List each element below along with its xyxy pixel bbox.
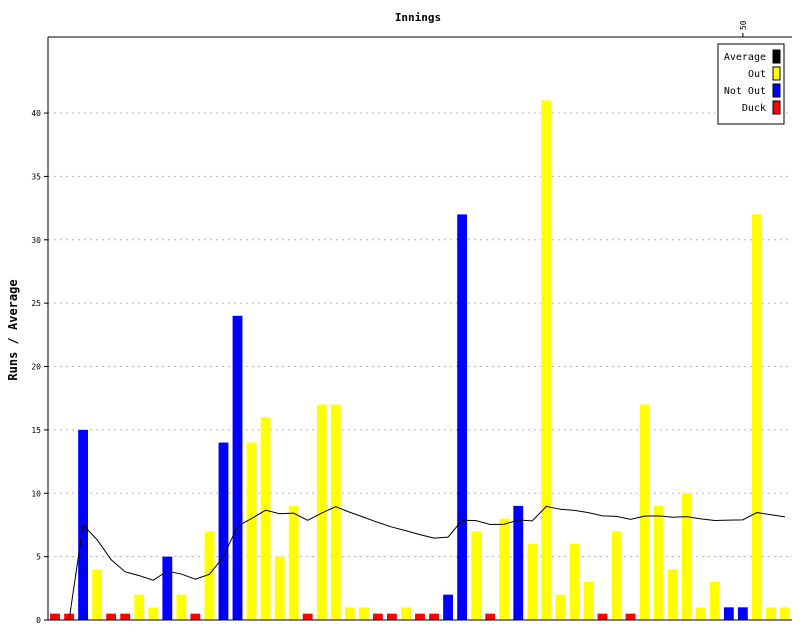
bar-not-out: [162, 556, 173, 620]
y-tick-label: 20: [31, 363, 41, 372]
legend-swatch: [772, 49, 781, 64]
bar-duck: [106, 613, 117, 620]
bar-duck: [415, 613, 425, 620]
average-line: [55, 505, 786, 621]
bar-out: [611, 531, 622, 620]
y-tick-label: 35: [31, 172, 41, 181]
y-tick-label: 25: [31, 299, 41, 308]
legend-label: Not Out: [724, 86, 766, 97]
bar-out: [751, 214, 762, 620]
bar-duck: [429, 613, 439, 620]
legend-label: Duck: [742, 103, 766, 114]
chart-title: Innings: [395, 11, 441, 24]
y-tick-label: 10: [31, 489, 41, 498]
bar-out: [134, 594, 145, 620]
bar-not-out: [513, 505, 524, 620]
bar-not-out: [723, 607, 734, 620]
legend-label: Out: [748, 69, 766, 80]
bar-not-out: [443, 594, 453, 620]
legend-swatch: [772, 100, 781, 115]
bar-duck: [597, 613, 608, 620]
y-tick-label: 15: [31, 426, 41, 435]
bar-out: [288, 505, 299, 620]
bar-duck: [372, 613, 383, 620]
y-tick-label: 5: [36, 553, 41, 562]
bar-out: [541, 100, 552, 621]
bar-out: [92, 569, 103, 620]
bar-duck: [625, 613, 636, 620]
bar-out: [569, 543, 580, 620]
bar-duck: [302, 613, 313, 620]
average-line-group: [55, 505, 786, 621]
legend: Average Out Not Out Duck: [717, 43, 785, 125]
y-tick-labels: 0 5 10 15 20 25 30 35 40: [31, 109, 41, 625]
bar-out: [358, 607, 369, 620]
legend-label: Average: [724, 52, 766, 63]
bar-duck: [190, 613, 201, 620]
bar-out: [330, 404, 341, 620]
bar-out: [246, 442, 257, 620]
bar-out: [344, 607, 355, 620]
bar-out: [780, 607, 790, 620]
bar-out: [499, 518, 510, 620]
bar-not-out: [218, 442, 229, 620]
bar-duck: [485, 613, 496, 620]
y-axis-label: Runs / Average: [6, 279, 20, 380]
bar-not-out: [232, 315, 243, 620]
bar-out: [555, 594, 566, 620]
bar-out: [766, 607, 776, 620]
bar-out: [639, 404, 650, 620]
bar-out: [274, 556, 285, 620]
bar-not-out: [737, 607, 748, 620]
bar-out: [401, 607, 411, 620]
bar-out: [204, 531, 215, 620]
bar-out: [709, 581, 720, 620]
bar-out: [471, 531, 482, 620]
bar-duck: [387, 613, 397, 620]
bar-duck: [120, 613, 131, 620]
bar-not-out: [457, 214, 468, 620]
y-tick-label: 0: [36, 616, 41, 625]
bar-out: [583, 581, 594, 620]
legend-swatch: [772, 83, 781, 98]
legend-swatch: [772, 66, 781, 81]
axes-group: [47, 33, 792, 621]
bar-out: [681, 493, 692, 620]
bar-duck: [50, 613, 60, 620]
bar-out: [653, 505, 664, 620]
y-tick-label: 40: [31, 109, 41, 118]
bar-out: [260, 417, 271, 620]
x-tick-label: 50: [739, 20, 748, 30]
bar-out: [316, 404, 327, 620]
y-tick-label: 30: [31, 236, 41, 245]
bar-out: [176, 594, 187, 620]
bar-out: [667, 569, 678, 620]
x-tick-labels: 50: [739, 20, 748, 30]
grid-lines: [44, 112, 792, 621]
bar-out: [527, 543, 538, 620]
bar-out: [148, 607, 159, 620]
bars-group: [50, 100, 790, 621]
bar-out: [695, 607, 706, 620]
